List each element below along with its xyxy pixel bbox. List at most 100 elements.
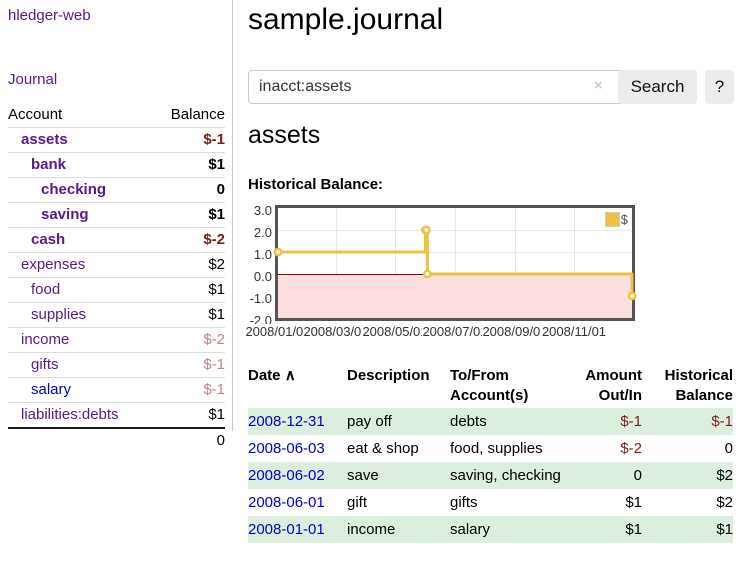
transaction-amount: $1 bbox=[625, 494, 642, 511]
amount-column-header: Amount Out/In bbox=[585, 367, 642, 404]
transaction-description: gift bbox=[347, 494, 368, 511]
account-row: salary $-1 bbox=[8, 377, 225, 403]
legend-swatch-icon bbox=[604, 212, 620, 227]
sidebar-account-link[interactable]: assets bbox=[21, 131, 68, 148]
transaction-amount: $1 bbox=[565, 516, 642, 543]
x-axis-tick-label: 2008/05/01 bbox=[362, 324, 428, 339]
transaction-accounts: salary bbox=[450, 516, 565, 543]
balance-column-header: Balance bbox=[170, 106, 225, 123]
account-row: checking 0 bbox=[8, 177, 225, 203]
account-row: expenses $2 bbox=[8, 252, 225, 278]
transaction-date-link[interactable]: 2008-01-01 bbox=[248, 521, 325, 538]
page-title: sample.journal bbox=[248, 3, 444, 36]
transaction-amount: $-1 bbox=[565, 408, 642, 435]
sidebar-account-link[interactable]: bank bbox=[31, 156, 67, 173]
accounts-column-header: To/From Account(s) bbox=[450, 367, 529, 404]
sidebar-item-journal[interactable]: Journal bbox=[8, 71, 58, 88]
search-bar: × Search ? bbox=[248, 70, 735, 104]
chart-series-layer bbox=[273, 225, 637, 301]
chart-data-point bbox=[627, 291, 637, 301]
sidebar-account-link[interactable]: income bbox=[21, 331, 70, 348]
sidebar-account-link[interactable]: gifts bbox=[31, 356, 59, 373]
accounts-total-row: 0 bbox=[8, 427, 225, 453]
sidebar-account-link[interactable]: supplies bbox=[31, 306, 87, 323]
account-balance: $-1 bbox=[153, 377, 225, 403]
sidebar-account-link[interactable]: saving bbox=[41, 206, 89, 223]
register-row: 2008-12-31 pay off debts $-1 $-1 bbox=[248, 408, 733, 435]
account-balance: $1 bbox=[153, 202, 225, 228]
register-row: 2008-06-02 save saving, checking 0 $2 bbox=[248, 462, 733, 489]
sidebar-account-link[interactable]: salary bbox=[31, 381, 72, 398]
account-row: cash $-2 bbox=[8, 227, 225, 253]
y-axis-tick-label: 3.0 bbox=[253, 203, 272, 218]
transaction-accounts: saving, checking bbox=[450, 462, 565, 489]
account-row: bank $1 bbox=[8, 152, 225, 178]
account-column-header: Account bbox=[8, 106, 63, 123]
chart-plot-area: $ bbox=[273, 205, 637, 321]
account-row: supplies $1 bbox=[8, 302, 225, 328]
account-row: income $-2 bbox=[8, 327, 225, 353]
account-row: saving $1 bbox=[8, 202, 225, 228]
transaction-date-link[interactable]: 2008-06-02 bbox=[248, 467, 325, 484]
accounts-balance-table: Account Balance assets $-1 bank $1 checking 0… bbox=[8, 103, 225, 453]
register-header-row: Date ∧ Description To/From Account(s) Am… bbox=[248, 364, 733, 408]
transaction-accounts: gifts bbox=[450, 494, 478, 511]
y-axis-tick-label: 2.0 bbox=[253, 225, 272, 240]
transaction-description: pay off bbox=[347, 408, 450, 435]
x-axis-tick-label: 2008/01/01 bbox=[245, 324, 311, 339]
x-axis-tick-label: 2008/07/01 bbox=[422, 324, 488, 339]
sidebar-account-link[interactable]: cash bbox=[31, 231, 66, 248]
y-axis-tick-label: 1.0 bbox=[253, 247, 272, 262]
search-input[interactable] bbox=[248, 70, 634, 104]
chart-gridline bbox=[395, 208, 396, 318]
clear-search-icon[interactable]: × bbox=[594, 77, 603, 94]
x-axis-tick-label: 2008/09/01 bbox=[482, 324, 548, 339]
chart-data-point bbox=[422, 269, 432, 279]
sidebar-divider bbox=[232, 0, 233, 431]
chart-series-line bbox=[278, 228, 634, 296]
legend-label: $ bbox=[620, 212, 628, 227]
help-button[interactable]: ? bbox=[705, 70, 734, 104]
y-axis-tick-label: 0.0 bbox=[253, 269, 272, 284]
sidebar-account-link[interactable]: expenses bbox=[21, 256, 86, 273]
account-balance: $1 bbox=[153, 152, 225, 178]
chart-data-point bbox=[421, 225, 431, 235]
transaction-description: eat & shop bbox=[347, 440, 419, 457]
account-balance: $-1 bbox=[153, 127, 225, 153]
transaction-date-link[interactable]: 2008-12-31 bbox=[248, 413, 325, 430]
register-table: Date ∧ Description To/From Account(s) Am… bbox=[248, 364, 733, 543]
sidebar-account-link[interactable]: checking bbox=[41, 181, 107, 198]
transaction-date-link[interactable]: 2008-06-01 bbox=[248, 494, 325, 511]
sidebar-account-link[interactable]: liabilities:debts bbox=[21, 406, 119, 423]
transaction-amount: $-2 bbox=[620, 440, 642, 457]
account-balance: $1 bbox=[153, 402, 225, 428]
app-title-link[interactable]: hledger-web bbox=[8, 7, 91, 24]
date-column-header[interactable]: Date ∧ bbox=[248, 367, 296, 384]
chart-gridline bbox=[336, 208, 337, 318]
account-row: assets $-1 bbox=[8, 127, 225, 153]
chart-legend: $ bbox=[604, 212, 628, 227]
transaction-balance: $2 bbox=[642, 462, 733, 489]
sidebar-account-link[interactable]: food bbox=[31, 281, 61, 298]
transaction-accounts: debts bbox=[450, 408, 565, 435]
account-balance: $-2 bbox=[153, 327, 225, 353]
transaction-balance: $-1 bbox=[642, 408, 733, 435]
chart-heading: Historical Balance: bbox=[248, 176, 384, 193]
description-column-header: Description bbox=[347, 367, 430, 384]
account-row: liabilities:debts $1 bbox=[8, 402, 225, 428]
account-page-title: assets bbox=[248, 121, 321, 149]
register-row: 2008-06-03 eat & shop food, supplies $-2 0 bbox=[248, 435, 733, 462]
transaction-date-link[interactable]: 2008-06-03 bbox=[248, 440, 325, 457]
accounts-total-balance: 0 bbox=[153, 427, 225, 453]
register-row: 2008-06-01 gift gifts $1 $2 bbox=[248, 489, 733, 516]
account-balance: $1 bbox=[153, 277, 225, 303]
transaction-balance: $2 bbox=[716, 494, 733, 511]
chart-gridline bbox=[515, 208, 516, 318]
account-row: food $1 bbox=[8, 277, 225, 303]
search-button[interactable]: Search bbox=[618, 70, 697, 104]
main-content: sample.journal × Search ? assets Histori… bbox=[245, 0, 735, 543]
historical-balance-chart: 3.0 2.0 1.0 0.0 -1.0 -2.0 $ 2008/01/01 2008/03… bbox=[245, 202, 735, 344]
chart-gridline bbox=[455, 208, 456, 318]
balance-column-header: Historical Balance bbox=[664, 367, 733, 404]
account-balance: 0 bbox=[153, 177, 225, 203]
